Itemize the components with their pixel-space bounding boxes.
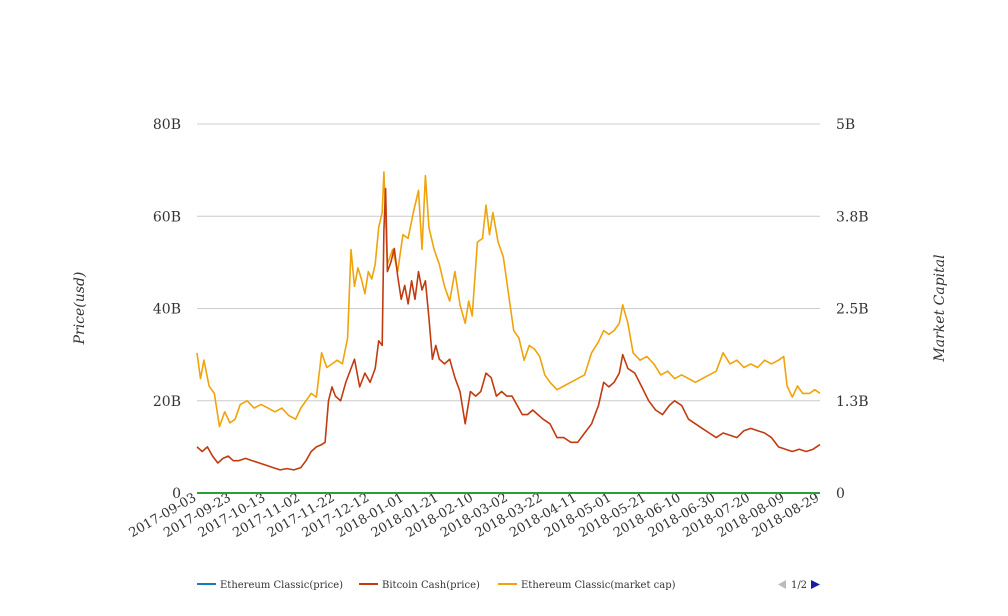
right-tick-label: 2.5B [836,302,869,318]
legend-pager[interactable]: 1/2 [778,580,820,591]
left-y-axis: 0 20B 40B 60B 80B [153,117,181,502]
left-axis-title: Price(usd) [72,272,88,346]
series-line-2 [196,171,821,428]
next-page-icon[interactable] [811,580,820,589]
right-tick-label: 0 [836,486,845,502]
right-tick-label: 1.3B [836,394,869,410]
legend: Ethereum Classic(price) Bitcoin Cash(pric… [197,580,676,591]
grid-lines [197,123,820,402]
legend-item-label: Bitcoin Cash(price) [382,580,480,591]
left-tick-label: 0 [172,486,181,502]
left-tick-label: 40B [153,302,181,318]
right-y-axis: 0 1.3B 2.5B 3.8B 5B [836,117,869,502]
right-axis-title: Market Capital [932,254,948,362]
plot-area [196,171,821,494]
left-tick-label: 20B [153,394,181,410]
left-tick-label: 80B [153,117,181,133]
legend-page-indicator: 1/2 [791,580,807,591]
series-line-1 [196,187,821,471]
x-axis: 2017-09-032017-09-232017-10-132017-11-02… [127,490,822,540]
legend-item-label: Ethereum Classic(price) [220,580,343,591]
right-tick-label: 5B [836,117,855,133]
legend-item-label: Ethereum Classic(market cap) [521,580,676,591]
prev-page-icon[interactable] [778,580,786,589]
right-tick-label: 3.8B [836,209,869,225]
left-tick-label: 60B [153,209,181,225]
